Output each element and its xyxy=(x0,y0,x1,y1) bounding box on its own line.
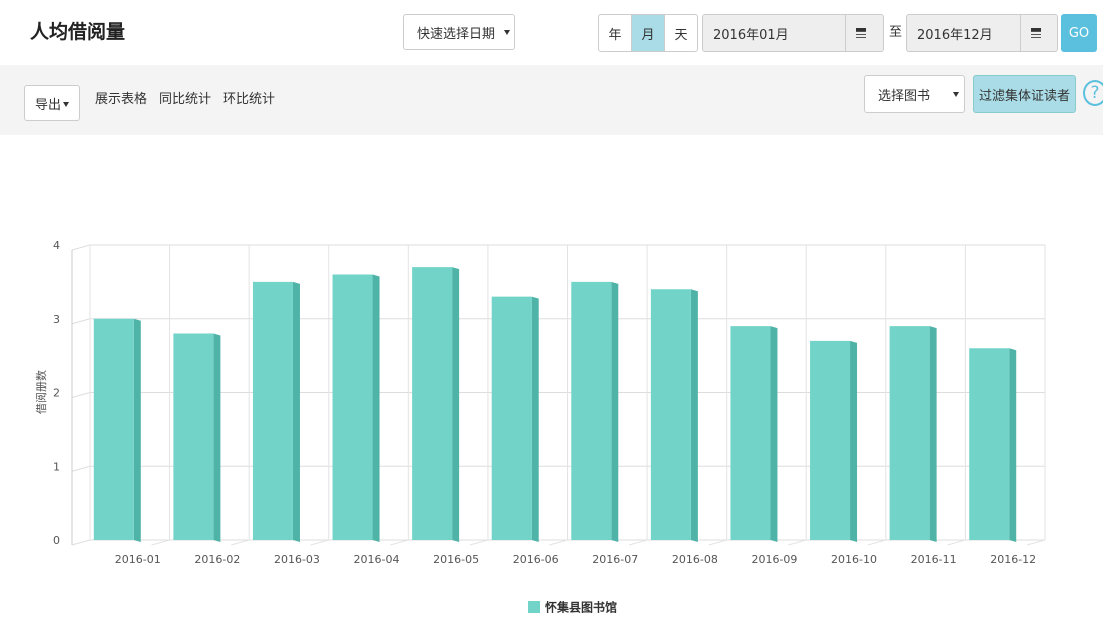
x-tick-label: 2016-12 xyxy=(990,553,1036,566)
help-icon[interactable]: ? xyxy=(1083,80,1103,106)
grid-line xyxy=(71,244,1045,251)
go-button[interactable]: GO xyxy=(1061,14,1097,52)
y-axis-label: 借阅册数 xyxy=(35,370,48,414)
x-tick-label: 2016-04 xyxy=(354,553,400,566)
x-tick-label: 2016-05 xyxy=(433,553,479,566)
y-tick-label: 1 xyxy=(53,460,60,473)
x-tick-label: 2016-06 xyxy=(513,553,559,566)
bar-side xyxy=(850,340,858,542)
y-tick-label: 3 xyxy=(53,313,60,326)
grid-line-vertical xyxy=(231,245,250,546)
grid-line xyxy=(71,318,1045,325)
grid-line-vertical xyxy=(71,245,91,546)
date-text: 2016年12月 xyxy=(917,27,993,43)
bar-side xyxy=(770,326,778,542)
grid-line-vertical xyxy=(469,245,489,546)
grid-line-vertical xyxy=(708,245,728,546)
select-text: 快速选择日期 xyxy=(417,26,496,42)
bar-side xyxy=(1009,348,1017,542)
unit-year[interactable]: 年 xyxy=(598,14,632,52)
x-tick-label: 2016-01 xyxy=(115,553,161,566)
bar xyxy=(889,326,930,540)
bar xyxy=(252,281,293,540)
grid-line-vertical xyxy=(788,245,807,546)
book-select[interactable]: 选择图书 xyxy=(864,75,965,113)
x-tick-label: 2016-11 xyxy=(911,553,957,566)
x-tick-label: 2016-09 xyxy=(751,553,797,566)
legend-label: 怀集县图书馆 xyxy=(545,600,617,615)
grid-line-vertical xyxy=(310,245,330,546)
bar-side xyxy=(690,289,698,542)
link[interactable]: 展示表格 xyxy=(95,91,148,107)
bar-side xyxy=(531,296,539,542)
bar-side xyxy=(372,274,380,542)
caret xyxy=(953,92,959,97)
legend-swatch xyxy=(528,601,540,613)
link[interactable]: 同比统计 xyxy=(159,91,212,107)
link[interactable]: 环比统计 xyxy=(223,91,276,107)
bar-side xyxy=(133,318,141,542)
bar xyxy=(412,267,453,540)
calendar-icon xyxy=(1031,28,1041,40)
calendar-icon xyxy=(856,28,866,40)
unit-day[interactable]: 天 xyxy=(664,14,698,52)
bar xyxy=(332,274,373,540)
bar xyxy=(173,333,214,540)
x-tick-label: 2016-07 xyxy=(592,553,638,566)
bar-side xyxy=(452,267,460,542)
bar-side xyxy=(292,281,300,542)
to-label: 至 xyxy=(889,24,903,40)
x-tick-label: 2016-02 xyxy=(194,553,240,566)
bar xyxy=(650,289,691,540)
filter-button[interactable]: 过滤集体证读者 xyxy=(973,75,1076,113)
y-tick-label: 4 xyxy=(53,239,60,252)
start-date[interactable]: 2016年01月 xyxy=(702,14,884,52)
caret xyxy=(504,30,510,35)
bar xyxy=(730,326,771,540)
bar xyxy=(93,318,134,540)
x-tick-label: 2016-08 xyxy=(672,553,718,566)
bar-side xyxy=(213,333,221,542)
date-text: 2016年01月 xyxy=(713,27,789,43)
grid-line-vertical xyxy=(151,245,171,546)
x-tick-label: 2016-03 xyxy=(274,553,320,566)
grid-line-vertical xyxy=(867,245,887,546)
y-tick-label: 0 xyxy=(53,534,60,547)
page-title: 人均借阅量 xyxy=(30,20,126,43)
bar xyxy=(571,281,612,540)
bar xyxy=(810,340,851,540)
grid-line-vertical xyxy=(549,245,568,546)
grid-line-vertical xyxy=(947,245,966,546)
y-tick-label: 2 xyxy=(53,387,60,400)
export-button[interactable]: 导出 xyxy=(24,85,80,121)
grid-line-vertical xyxy=(628,245,648,546)
grid-line-vertical xyxy=(390,245,409,546)
bar xyxy=(969,348,1010,540)
button-text: 导出 xyxy=(35,97,62,113)
caret xyxy=(63,102,69,107)
grid-line-vertical xyxy=(1026,245,1046,546)
bar xyxy=(491,296,532,540)
select-text: 选择图书 xyxy=(878,88,931,104)
end-date[interactable]: 2016年12月 xyxy=(906,14,1058,52)
bar-side xyxy=(611,281,619,542)
x-tick-label: 2016-10 xyxy=(831,553,877,566)
bar-side xyxy=(929,326,937,542)
quick-date-select[interactable]: 快速选择日期 xyxy=(403,14,515,50)
unit-month[interactable]: 月 xyxy=(631,14,665,52)
